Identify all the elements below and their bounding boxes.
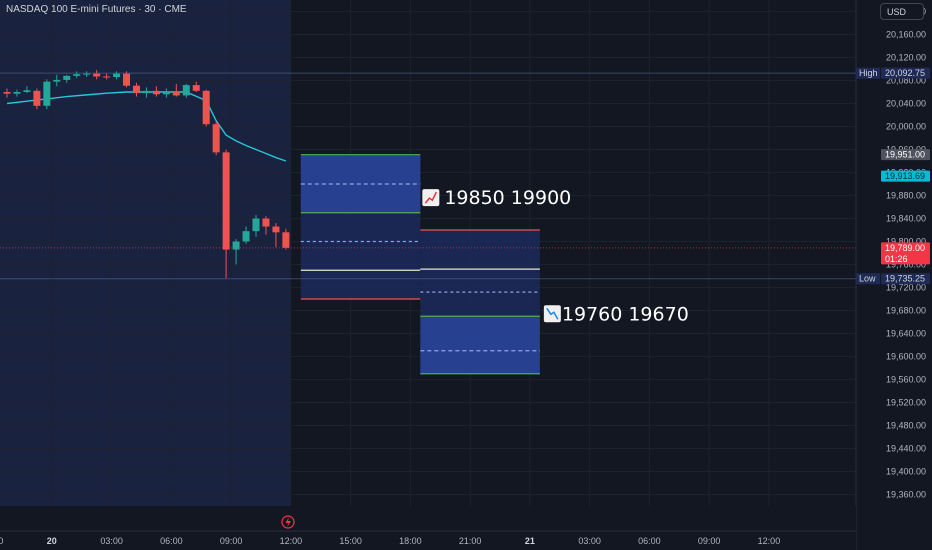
candle-body [152,90,160,95]
time-tick-label: 03:00 [100,536,123,546]
candle-body [63,75,71,80]
price-tick-label: 20,000.00 [886,122,926,132]
long-target-label: 19850 19900 [444,187,571,209]
time-tick-label: 12:00 [758,536,781,546]
price-badge-value: 19,789.00 [885,243,925,253]
target-zone [420,316,540,374]
session-shade-rect [0,0,291,506]
price-tick-label: 20,160.00 [886,30,926,40]
reference-lines [0,72,856,280]
time-tick-label: 09:00 [698,536,721,546]
currency-button[interactable]: USD [880,3,924,20]
time-tick-label: 18:00 [399,536,422,546]
price-tick-label: 19,880.00 [886,191,926,201]
price-badge-countdown: 01:26 [885,254,908,264]
price-badge [881,149,930,161]
candle-body [23,90,31,92]
price-tick-label: 19,800.00 [886,237,926,247]
price-tick-label: 19,560.00 [886,375,926,385]
candle-body [162,92,170,95]
candle-body [132,85,140,94]
short-target-label: 19760 19670 [562,303,689,325]
time-tick-label: 20 [47,536,57,546]
candle-body [222,152,230,250]
price-tick-label: 19,400.00 [886,467,926,477]
price-badge-value: 19,913.69 [885,171,925,181]
price-side-tag [856,67,880,79]
time-tick-label: 09:00 [220,536,243,546]
price-badge [881,170,930,182]
candle-body [182,85,190,96]
price-side-tag-label: Low [859,274,876,284]
price-badge [881,67,930,79]
price-tick-label: 19,760.00 [886,260,926,270]
candle-body [123,73,131,86]
price-tick-label: 20,080.00 [886,76,926,86]
price-side-tag [856,273,880,285]
price-tick-label: 19,720.00 [886,283,926,293]
candle-body [3,92,11,94]
candles [3,70,290,279]
annotations: 19850 19900 19760 19670 [422,187,689,325]
price-side-tag-label: High [859,68,878,78]
candle-body [262,218,270,227]
candle-body [192,85,200,91]
price-tick-label: 19,360.00 [886,490,926,500]
time-tick-label: 03:00 [578,536,601,546]
price-tick-label: 20,040.00 [886,99,926,109]
candle-body [53,79,61,82]
time-axis-bg [0,506,856,550]
time-tick-label: 21 [525,536,535,546]
time-tick-label: 21:00 [0,536,3,546]
price-labels: 20,092.75 High 19,951.00 19,913.69 19,789.00… [856,67,930,285]
time-tick-label: 06:00 [160,536,183,546]
candle-body [232,241,240,250]
time-tick-label: 21:00 [459,536,482,546]
symbol-header: NASDAQ 100 E-mini Futures · 30 · CME [6,4,187,15]
candle-body [113,73,121,78]
candle-body [103,76,111,78]
price-tick-label: 19,640.00 [886,329,926,339]
time-tick-label: 06:00 [638,536,661,546]
price-badge [881,242,930,265]
candle-body [83,73,91,75]
price-tick-label: 19,520.00 [886,398,926,408]
candle-body [43,81,51,106]
lightning-icon[interactable] [281,515,295,529]
candle-body [202,90,210,125]
price-tick-label: 19,440.00 [886,444,926,454]
candle-body [142,90,150,94]
candle-body [252,218,260,232]
chart-increasing-icon [422,189,440,207]
time-tick-label: 15:00 [339,536,362,546]
price-tick-label: 20,120.00 [886,53,926,63]
price-tick-label: 19,480.00 [886,421,926,431]
time-axis[interactable]: 21:00 20 03:00 06:00 09:00 12:00 15:00 18:00 21:… [0,506,856,550]
price-tick-label: 19,600.00 [886,352,926,362]
price-badge-value: 19,735.25 [885,274,925,284]
session-shade [0,0,291,506]
candle-body [172,92,180,96]
price-badge [881,273,930,285]
candle-body [272,226,280,233]
candle-body [93,73,101,77]
time-tick-label: 12:00 [280,536,303,546]
candle-body [212,124,220,153]
candle-body [242,231,250,242]
candle-body [33,90,41,106]
price-tick-label: 19,680.00 [886,306,926,316]
candle-body [13,92,21,94]
trade-setups [300,154,540,375]
chart-decreasing-icon [543,305,561,323]
price-badge-value: 19,951.00 [885,150,925,160]
candle-body [282,232,290,248]
candle-body [73,74,81,76]
price-badge-value: 20,092.75 [885,68,925,78]
price-tick-label: 19,840.00 [886,214,926,224]
